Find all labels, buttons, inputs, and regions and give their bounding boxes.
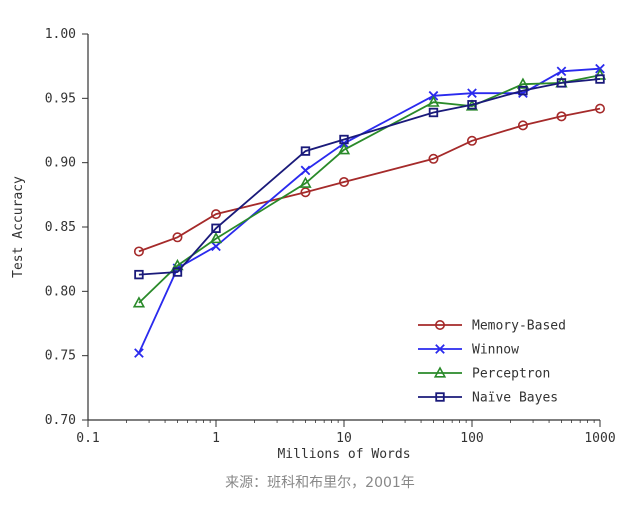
- x-axis-title: Millions of Words: [277, 447, 410, 462]
- legend-marker: [435, 344, 445, 354]
- series-3-point: [595, 74, 605, 84]
- series-3-point: [300, 146, 311, 156]
- series-3-point: [518, 85, 528, 96]
- legend-label: Memory-Based: [472, 319, 566, 334]
- series-1-point: [211, 241, 221, 252]
- series-3-point: [556, 78, 567, 88]
- series-0-point: [338, 176, 349, 187]
- series-3-point: [428, 107, 439, 118]
- series-3-line: [138, 78, 601, 276]
- y-tick-label: 0.95: [45, 91, 76, 106]
- series-0-point: [466, 135, 477, 146]
- series-0-point: [556, 111, 567, 122]
- series-0-point: [428, 153, 439, 164]
- y-axis-title: Test Accuracy: [11, 176, 26, 278]
- series-2-point: [337, 143, 351, 155]
- chart-svg: 0.70 0.75 0.80 0.85 0.90 0.95 1.00 0.1 1 10 100 100…: [11, 27, 616, 462]
- legend-label: Perceptron: [472, 367, 550, 382]
- series-0-point: [300, 187, 311, 198]
- legend-marker: [434, 319, 445, 330]
- series-1-point: [134, 348, 144, 358]
- series-2-point: [516, 77, 530, 89]
- series-0-point: [517, 120, 528, 131]
- series-1-point: [556, 66, 567, 77]
- series-3-point: [211, 223, 221, 233]
- series-0-line: [138, 107, 601, 253]
- series-0-point: [133, 246, 144, 257]
- y-tick-label: 0.70: [45, 413, 76, 428]
- y-tick-label: 0.80: [45, 284, 76, 299]
- series-0-point: [172, 232, 183, 243]
- source-caption: 来源：班科和布里尔，2001年: [225, 475, 415, 491]
- x-tick-label: 10: [336, 431, 352, 446]
- series-3-point: [172, 267, 183, 277]
- series-0-point: [211, 209, 222, 220]
- series-2-point: [171, 258, 184, 271]
- series-2-point: [132, 296, 146, 308]
- x-tick-label: 1: [212, 431, 220, 446]
- y-tick-label: 0.90: [45, 156, 76, 171]
- series-2-point: [299, 176, 312, 188]
- series-2-point: [427, 95, 440, 107]
- chart: 0.70 0.75 0.80 0.85 0.90 0.95 1.00 0.1 1 10 100 100…: [11, 27, 616, 462]
- x-tick-label: 0.1: [76, 431, 99, 446]
- legend-marker: [435, 392, 445, 402]
- series-1-point: [300, 165, 311, 176]
- x-tick-label: 1000: [584, 431, 615, 446]
- series-2-point: [209, 231, 223, 244]
- series-3-point: [339, 134, 349, 145]
- y-tick-label: 1.00: [45, 27, 76, 42]
- legend-label: Naïve Bayes: [472, 391, 558, 406]
- y-tick-label: 0.85: [45, 220, 76, 235]
- y-tick-label: 0.75: [45, 349, 76, 364]
- series-1-line: [138, 67, 601, 354]
- series-3-point: [134, 269, 144, 280]
- legend-marker: [433, 366, 447, 378]
- series-0-point: [594, 103, 605, 114]
- x-tick-label: 100: [460, 431, 483, 446]
- legend-label: Winnow: [472, 343, 519, 358]
- series-3-point: [467, 100, 477, 110]
- series-2-line: [138, 74, 601, 304]
- series-1-point: [467, 88, 477, 99]
